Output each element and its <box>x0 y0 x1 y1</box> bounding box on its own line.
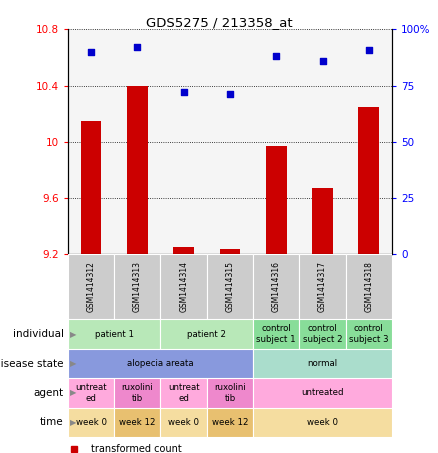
Bar <box>253 349 392 378</box>
Text: GSM1414312: GSM1414312 <box>87 261 95 312</box>
Text: week 12: week 12 <box>212 418 248 427</box>
Text: GSM1414314: GSM1414314 <box>179 261 188 312</box>
Bar <box>114 408 160 437</box>
Text: week 12: week 12 <box>119 418 155 427</box>
Bar <box>300 254 346 319</box>
Bar <box>114 378 160 408</box>
Point <box>319 57 326 64</box>
Text: GSM1414313: GSM1414313 <box>133 261 142 312</box>
Text: week 0: week 0 <box>168 418 199 427</box>
Text: disease state: disease state <box>0 358 64 369</box>
Bar <box>160 254 207 319</box>
Text: GSM1414317: GSM1414317 <box>318 261 327 312</box>
Text: transformed count: transformed count <box>91 444 181 453</box>
Text: alopecia areata: alopecia areata <box>127 359 194 368</box>
Bar <box>207 254 253 319</box>
Bar <box>253 378 392 408</box>
Bar <box>300 319 346 349</box>
Text: normal: normal <box>307 359 338 368</box>
Text: GSM1414316: GSM1414316 <box>272 261 281 312</box>
Text: individual: individual <box>13 329 64 339</box>
Bar <box>219 250 240 254</box>
Bar <box>81 120 102 254</box>
Text: patient 2: patient 2 <box>187 330 226 338</box>
Text: control
subject 1: control subject 1 <box>256 324 296 344</box>
Text: patient 1: patient 1 <box>95 330 134 338</box>
Text: untreat
ed: untreat ed <box>168 383 199 403</box>
Bar <box>68 378 114 408</box>
Bar <box>160 408 207 437</box>
Point <box>134 44 141 51</box>
Bar <box>68 408 114 437</box>
Point <box>273 53 280 60</box>
Bar <box>253 408 392 437</box>
Text: time: time <box>40 417 64 428</box>
Text: week 0: week 0 <box>307 418 338 427</box>
Text: ▶: ▶ <box>70 359 77 368</box>
Point <box>180 89 187 96</box>
Bar <box>207 408 253 437</box>
Bar <box>253 319 300 349</box>
Text: control
subject 3: control subject 3 <box>349 324 389 344</box>
Bar <box>68 319 160 349</box>
Text: agent: agent <box>33 388 64 398</box>
Bar <box>253 254 300 319</box>
Bar <box>68 254 114 319</box>
Point <box>365 46 372 53</box>
Bar <box>127 86 148 254</box>
Point <box>88 48 95 56</box>
Bar <box>173 247 194 254</box>
Bar <box>266 146 287 254</box>
Text: ruxolini
tib: ruxolini tib <box>121 383 153 403</box>
Text: week 0: week 0 <box>75 418 106 427</box>
Bar <box>68 349 253 378</box>
Text: untreated: untreated <box>301 389 344 397</box>
Bar <box>312 188 333 254</box>
Text: ▶: ▶ <box>70 389 77 397</box>
Bar <box>160 319 253 349</box>
Text: control
subject 2: control subject 2 <box>303 324 343 344</box>
Bar <box>160 378 207 408</box>
Point <box>226 91 233 98</box>
Text: GSM1414315: GSM1414315 <box>226 261 234 312</box>
Bar <box>346 254 392 319</box>
Text: ▶: ▶ <box>70 418 77 427</box>
Bar <box>114 254 160 319</box>
Text: ruxolini
tib: ruxolini tib <box>214 383 246 403</box>
Bar <box>346 319 392 349</box>
Text: GSM1414318: GSM1414318 <box>364 261 373 312</box>
Text: ▶: ▶ <box>70 330 77 338</box>
Bar <box>358 106 379 254</box>
Text: GDS5275 / 213358_at: GDS5275 / 213358_at <box>146 16 292 29</box>
Text: untreat
ed: untreat ed <box>75 383 107 403</box>
Bar <box>207 378 253 408</box>
